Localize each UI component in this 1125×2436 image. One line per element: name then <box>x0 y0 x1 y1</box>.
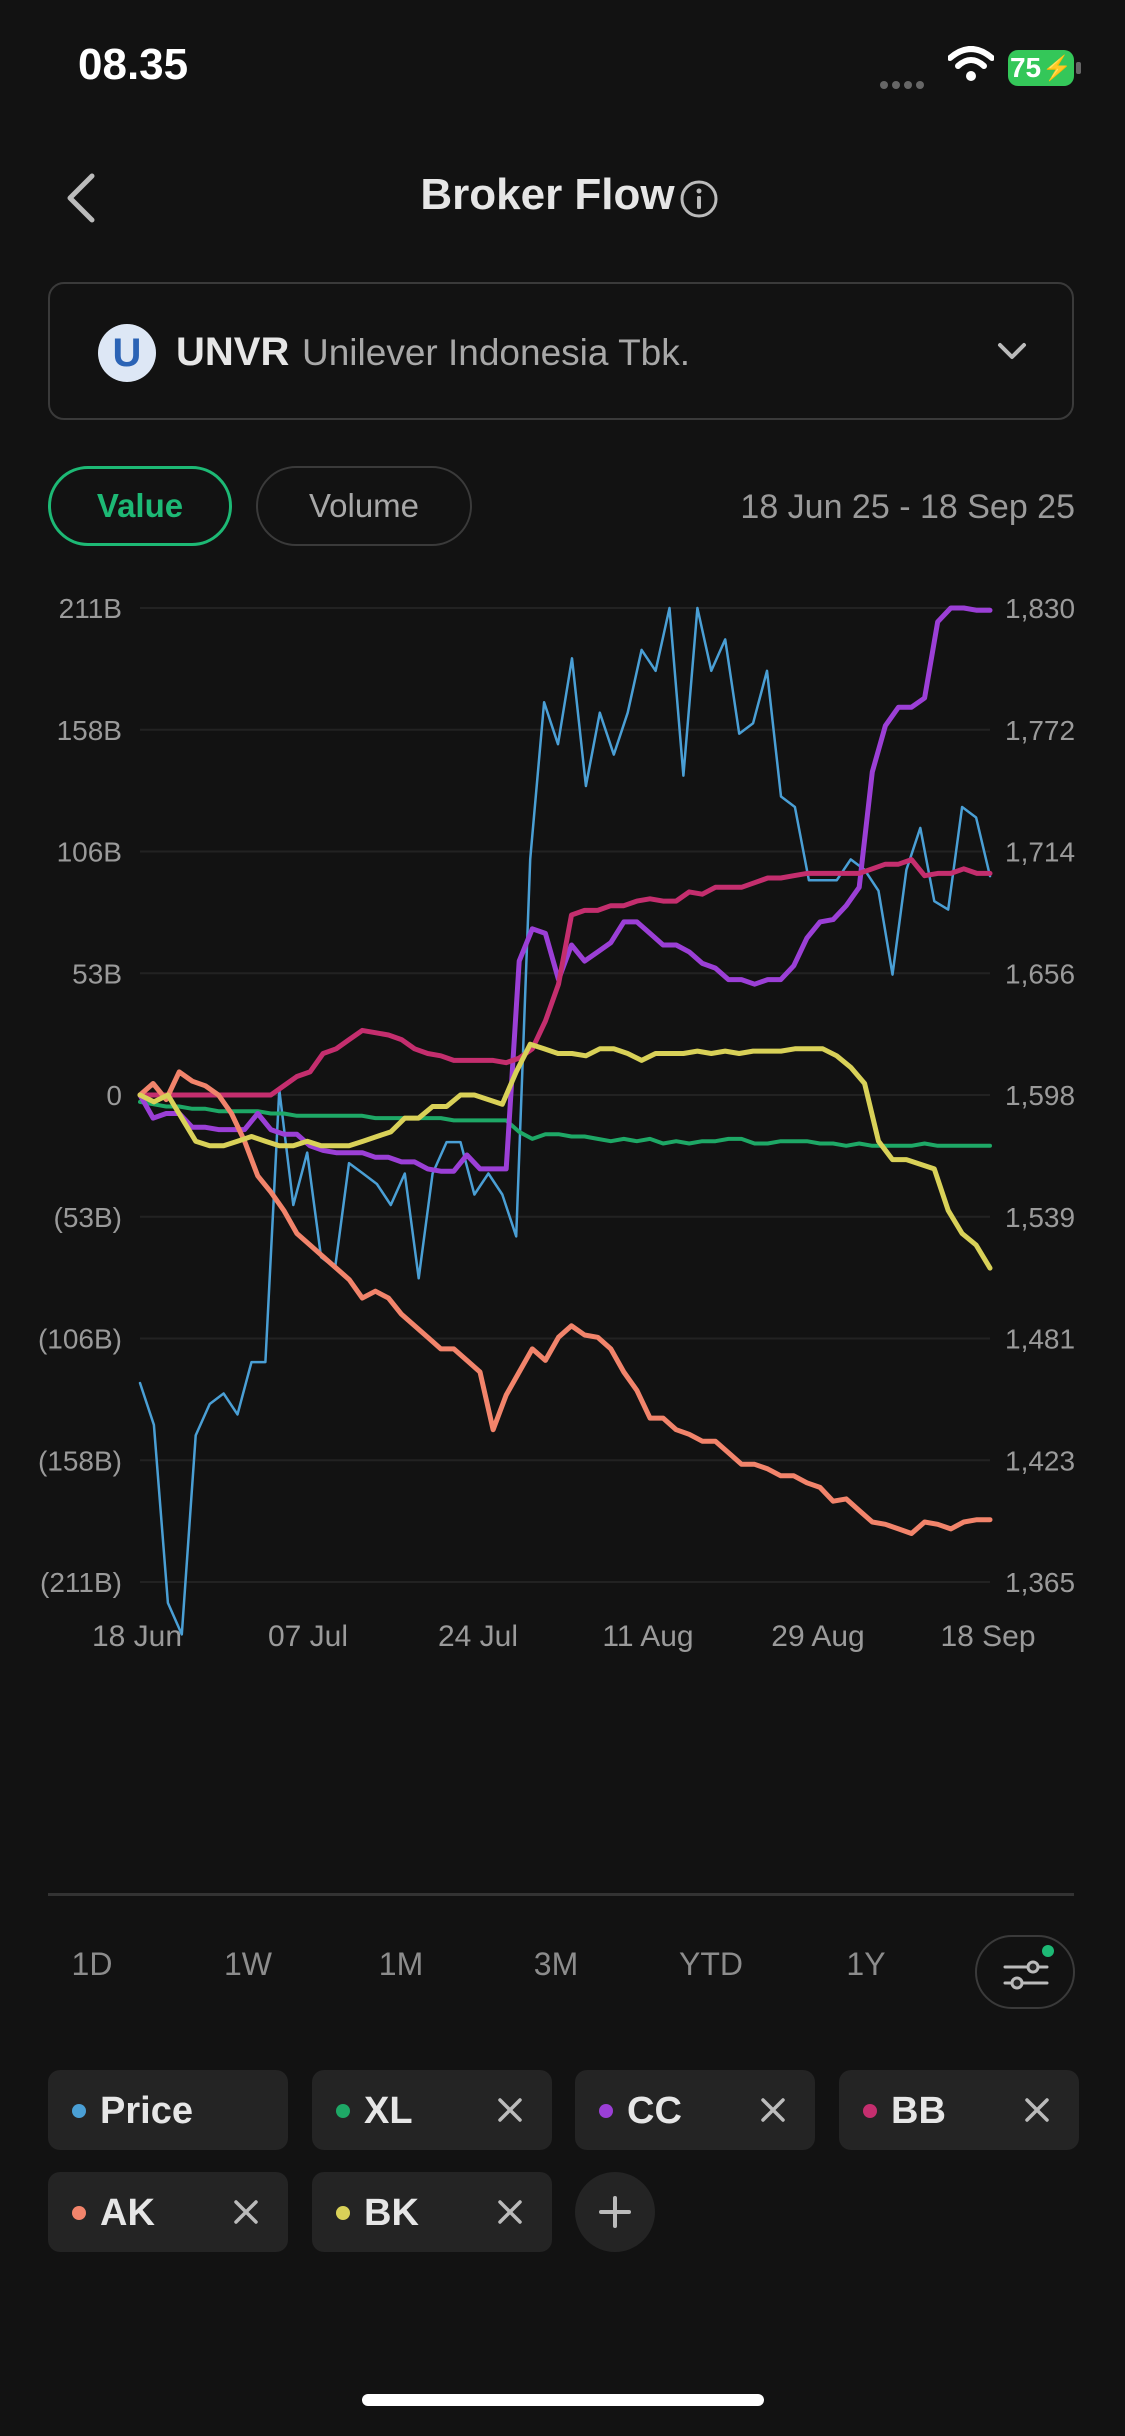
info-icon[interactable] <box>678 178 720 220</box>
wifi-icon <box>948 46 994 81</box>
legend-label: BB <box>891 2090 946 2132</box>
legend-label: CC <box>627 2090 682 2132</box>
stock-code: UNVR <box>176 330 290 374</box>
legend-color-dot <box>72 2104 86 2118</box>
legend-chip-ak[interactable]: AK <box>48 2172 288 2252</box>
x-tick-label: 11 Aug <box>602 1620 693 1653</box>
settings-active-dot <box>1042 1945 1054 1957</box>
legend-color-dot <box>72 2206 86 2220</box>
y-left-tick-label: 53B <box>72 958 122 989</box>
battery-indicator: 75 ⚡ <box>1008 50 1074 86</box>
broker-flow-chart[interactable]: 211B 1,830 158B 1,772 106B 1,714 53B 1,656 0 1,59… <box>0 570 1125 1870</box>
legend-chip-bb[interactable]: BB <box>839 2070 1079 2150</box>
home-indicator <box>362 2394 764 2406</box>
y-right-tick-label: 1,598 <box>1005 1080 1075 1111</box>
sliders-icon <box>1003 1960 1049 1990</box>
range-3m[interactable]: 3M <box>533 1946 579 1982</box>
charging-icon: ⚡ <box>1042 54 1073 82</box>
plus-icon <box>599 2196 631 2228</box>
series-line-xl <box>138 1099 992 1148</box>
page-title: Broker Flow <box>420 170 675 219</box>
value-toggle[interactable]: Value <box>48 466 232 546</box>
stock-logo: U <box>98 324 156 382</box>
y-right-tick-label: 1,423 <box>1005 1445 1075 1476</box>
legend-color-dot <box>863 2104 877 2118</box>
remove-series-icon[interactable] <box>753 2090 793 2130</box>
cellular-signal-icon <box>880 76 928 94</box>
y-right-tick-label: 1,365 <box>1005 1567 1075 1598</box>
remove-series-icon[interactable] <box>490 2192 530 2232</box>
x-tick-label: 24 Jul <box>438 1620 518 1653</box>
chart-settings-button[interactable] <box>975 1935 1075 2009</box>
stock-selector[interactable]: U UNVR Unilever Indonesia Tbk. <box>48 282 1074 420</box>
range-1m[interactable]: 1M <box>378 1946 424 1982</box>
chevron-down-icon <box>998 343 1026 359</box>
y-left-tick-label: 106B <box>57 837 122 868</box>
y-right-tick-label: 1,481 <box>1005 1324 1075 1355</box>
legend-label: XL <box>364 2090 413 2132</box>
remove-series-icon[interactable] <box>1017 2090 1057 2130</box>
legend-chip-price[interactable]: Price <box>48 2070 288 2150</box>
battery-tip <box>1076 62 1081 74</box>
stock-name: Unilever Indonesia Tbk. <box>302 332 691 373</box>
legend-label: BK <box>364 2192 419 2234</box>
range-1w[interactable]: 1W <box>224 1946 272 1982</box>
legend-label: AK <box>100 2192 155 2234</box>
series-line-bb <box>137 857 993 1098</box>
series-line-price <box>138 606 992 1636</box>
y-right-tick-label: 1,714 <box>1005 837 1075 868</box>
series-line-bk <box>137 1041 993 1271</box>
add-series-button[interactable] <box>575 2172 655 2252</box>
legend-chip-bk[interactable]: BK <box>312 2172 552 2252</box>
y-left-tick-label: 158B <box>57 715 122 746</box>
x-tick-label: 18 Sep <box>940 1620 1035 1653</box>
legend-color-dot <box>599 2104 613 2118</box>
y-left-tick-label: (53B) <box>54 1202 122 1233</box>
legend-color-dot <box>336 2104 350 2118</box>
x-tick-label: 18 Jun <box>92 1620 182 1653</box>
y-right-tick-label: 1,830 <box>1005 593 1075 624</box>
legend-color-dot <box>336 2206 350 2220</box>
range-1d[interactable]: 1D <box>71 1946 113 1982</box>
range-1y[interactable]: 1Y <box>846 1946 886 1982</box>
remove-series-icon[interactable] <box>490 2090 530 2130</box>
x-tick-label: 29 Aug <box>771 1620 864 1653</box>
range-ytd[interactable]: YTD <box>679 1946 743 1982</box>
status-time: 08.35 <box>78 40 189 89</box>
y-right-tick-label: 1,772 <box>1005 715 1075 746</box>
series-line-ak <box>137 1069 993 1536</box>
y-left-tick-label: (211B) <box>40 1567 122 1598</box>
back-button[interactable] <box>58 168 108 228</box>
legend-chip-cc[interactable]: CC <box>575 2070 815 2150</box>
y-left-tick-label: 211B <box>59 593 122 624</box>
divider <box>48 1893 1074 1896</box>
y-left-tick-label: (106B) <box>38 1324 122 1355</box>
x-tick-label: 07 Jul <box>268 1620 348 1653</box>
remove-series-icon[interactable] <box>226 2192 266 2232</box>
legend-chip-xl[interactable]: XL <box>312 2070 552 2150</box>
battery-level: 75 <box>1009 52 1042 83</box>
legend-label: Price <box>100 2090 193 2132</box>
y-right-tick-label: 1,539 <box>1005 1202 1075 1233</box>
y-left-tick-label: (158B) <box>38 1445 122 1476</box>
stock-logo-letter: U <box>112 330 142 375</box>
date-range: 18 Jun 25 - 18 Sep 25 <box>740 488 1075 526</box>
y-right-tick-label: 1,656 <box>1005 958 1075 989</box>
y-left-tick-label: 0 <box>106 1080 122 1111</box>
series-line-cc <box>137 605 993 1174</box>
volume-toggle[interactable]: Volume <box>256 466 472 546</box>
